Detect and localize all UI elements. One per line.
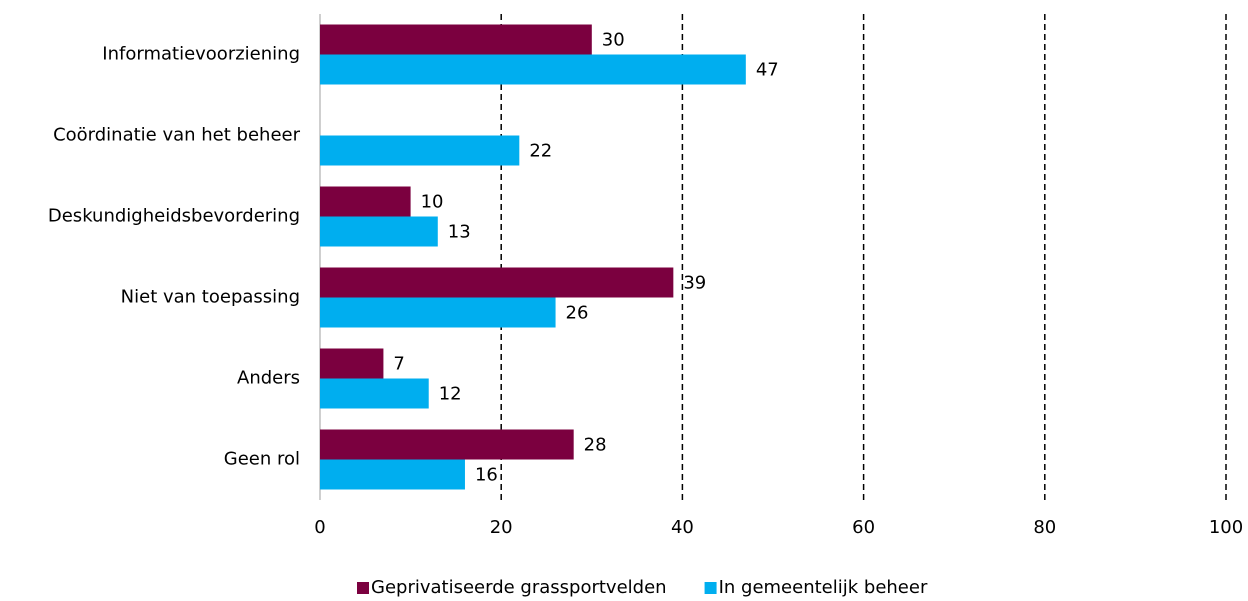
y-tick-label: Informatievoorziening — [102, 44, 300, 65]
bar — [320, 378, 429, 409]
data-label: 13 — [448, 222, 471, 243]
x-tick-label: 0 — [314, 517, 325, 538]
y-tick-label: Anders — [237, 368, 300, 389]
bar — [320, 297, 556, 328]
legend-marker — [704, 582, 717, 594]
data-label: 10 — [421, 192, 444, 213]
bar — [320, 267, 674, 298]
bar — [320, 135, 520, 166]
bar — [320, 54, 746, 85]
bar — [320, 348, 384, 379]
data-label: 7 — [393, 354, 404, 375]
data-label: 16 — [475, 465, 498, 486]
legend-marker — [357, 582, 369, 594]
data-label: 39 — [683, 273, 706, 294]
bar — [320, 216, 438, 247]
data-label: 30 — [602, 30, 625, 51]
data-label: 26 — [566, 303, 589, 324]
y-tick-label: Geen rol — [224, 449, 300, 470]
data-label: 12 — [439, 384, 462, 405]
legend-label: In gemeentelijk beheer — [719, 577, 928, 598]
x-tick-label: 20 — [490, 517, 513, 538]
data-label: 28 — [584, 435, 607, 456]
x-tick-label: 60 — [852, 517, 875, 538]
y-tick-label: Coördinatie van het beheer — [53, 125, 301, 146]
y-tick-label: Niet van toepassing — [121, 287, 300, 308]
bar — [320, 459, 465, 490]
data-label: 22 — [529, 141, 552, 162]
x-tick-label: 80 — [1033, 517, 1056, 538]
bar — [320, 186, 411, 217]
data-label: 47 — [756, 60, 779, 81]
y-tick-label: Deskundigheidsbevordering — [48, 206, 300, 227]
legend-label: Geprivatiseerde grassportvelden — [371, 577, 667, 598]
x-tick-label: 40 — [671, 517, 694, 538]
bar — [320, 429, 574, 460]
x-tick-label: 100 — [1209, 517, 1243, 538]
bar — [320, 24, 592, 55]
